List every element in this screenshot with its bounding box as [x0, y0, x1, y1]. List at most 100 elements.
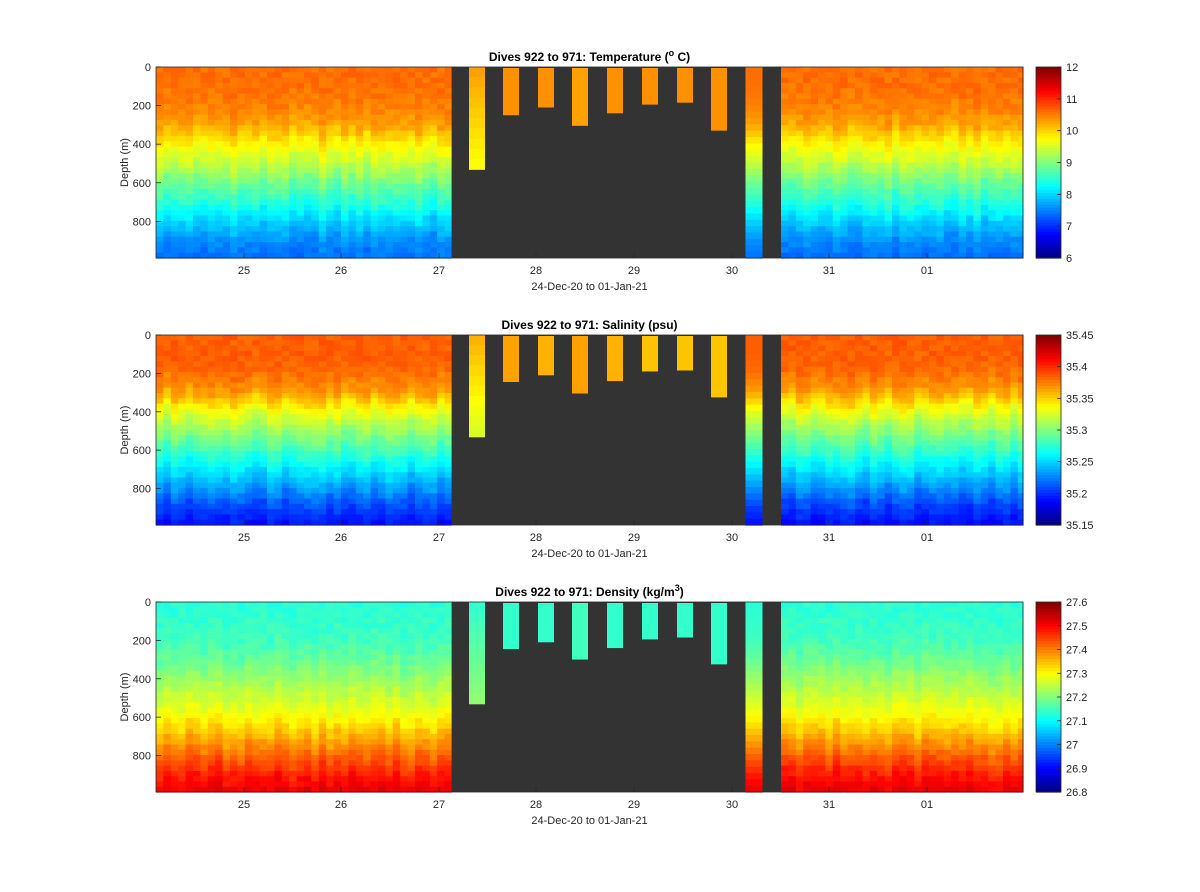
data-cell: [832, 72, 841, 79]
data-cell: [252, 247, 261, 254]
data-cell: [825, 67, 834, 73]
data-cell: [185, 220, 194, 227]
data-cell: [795, 151, 804, 158]
data-cell: [207, 215, 216, 222]
data-cell: [289, 440, 298, 447]
data-cell: [980, 157, 989, 164]
data-cell: [877, 435, 886, 442]
data-cell: [788, 114, 797, 121]
data-cell: [333, 72, 342, 79]
data-cell: [304, 236, 312, 243]
data-cell: [877, 382, 886, 389]
data-cell: [378, 393, 386, 399]
data-cell: [311, 514, 320, 521]
data-cell: [193, 220, 201, 227]
data-cell: [363, 157, 372, 164]
data-cell: [936, 366, 945, 373]
data-cell: [156, 377, 164, 384]
data-cell: [958, 236, 967, 243]
data-cell: [803, 430, 812, 436]
data-cell: [215, 440, 224, 447]
data-cell: [348, 130, 357, 137]
data-cell: [980, 77, 989, 84]
data-cell: [407, 67, 416, 73]
data-cell: [429, 247, 438, 254]
data-cell: [818, 130, 826, 137]
data-cell: [855, 151, 863, 158]
data-cell: [803, 445, 812, 452]
data-cell: [781, 178, 789, 185]
data-cell: [193, 477, 201, 484]
data-cell: [259, 204, 268, 211]
data-cell: [855, 387, 863, 394]
data-cell: [178, 141, 187, 148]
data-cell: [943, 98, 952, 105]
data-cell: [318, 183, 327, 190]
data-cell: [914, 236, 923, 243]
data-cell: [966, 88, 974, 95]
data-cell: [906, 366, 915, 373]
data-cell: [259, 146, 268, 153]
data-cell: [193, 141, 201, 148]
data-cell: [392, 361, 401, 368]
data-cell: [788, 503, 797, 510]
data-cell: [274, 151, 283, 158]
data-cell: [803, 361, 812, 368]
data-cell: [318, 387, 327, 394]
data-cell: [156, 472, 164, 479]
data-cell: [958, 162, 967, 169]
data-cell: [311, 493, 320, 500]
deep-dive-cell: [745, 245, 763, 253]
data-cell: [237, 451, 246, 457]
data-cell: [333, 430, 342, 436]
data-cell: [914, 146, 923, 153]
data-cell: [185, 104, 194, 111]
data-cell: [818, 456, 826, 463]
data-cell: [370, 445, 379, 452]
colorbar-cell: [1036, 159, 1061, 164]
data-cell: [230, 162, 238, 169]
data-cell: [178, 167, 187, 174]
data-cell: [304, 451, 312, 457]
data-cell: [244, 135, 253, 142]
data-cell: [400, 488, 409, 494]
data-cell: [407, 493, 416, 500]
data-cell: [259, 472, 268, 479]
data-cell: [267, 135, 275, 142]
data-cell: [936, 120, 945, 126]
data-cell: [988, 157, 997, 164]
data-cell: [304, 98, 312, 105]
data-cell: [877, 189, 886, 195]
data-cell: [415, 377, 423, 384]
data-cell: [795, 424, 804, 431]
data-cell: [355, 98, 364, 105]
data-cell: [355, 461, 364, 468]
data-cell: [267, 350, 275, 357]
data-cell: [378, 435, 386, 442]
data-cell: [333, 345, 342, 352]
data-cell: [370, 151, 379, 158]
data-cell: [855, 72, 863, 79]
data-cell: [348, 340, 357, 347]
data-cell: [363, 356, 372, 362]
data-cell: [156, 231, 164, 238]
data-cell: [252, 120, 261, 126]
data-cell: [230, 204, 238, 211]
data-cell: [355, 456, 364, 463]
data-cell: [222, 387, 231, 394]
data-cell: [200, 403, 209, 410]
data-cell: [274, 88, 283, 95]
data-cell: [267, 242, 275, 248]
data-cell: [163, 247, 172, 254]
data-cell: [170, 151, 179, 158]
data-cell: [832, 104, 841, 111]
data-cell: [980, 130, 989, 137]
data-cell: [370, 335, 379, 341]
data-cell: [825, 451, 834, 457]
data-cell: [355, 93, 364, 100]
data-cell: [259, 189, 268, 195]
data-cell: [215, 514, 224, 521]
data-cell: [400, 162, 409, 169]
data-cell: [326, 178, 335, 185]
data-cell: [378, 141, 386, 148]
